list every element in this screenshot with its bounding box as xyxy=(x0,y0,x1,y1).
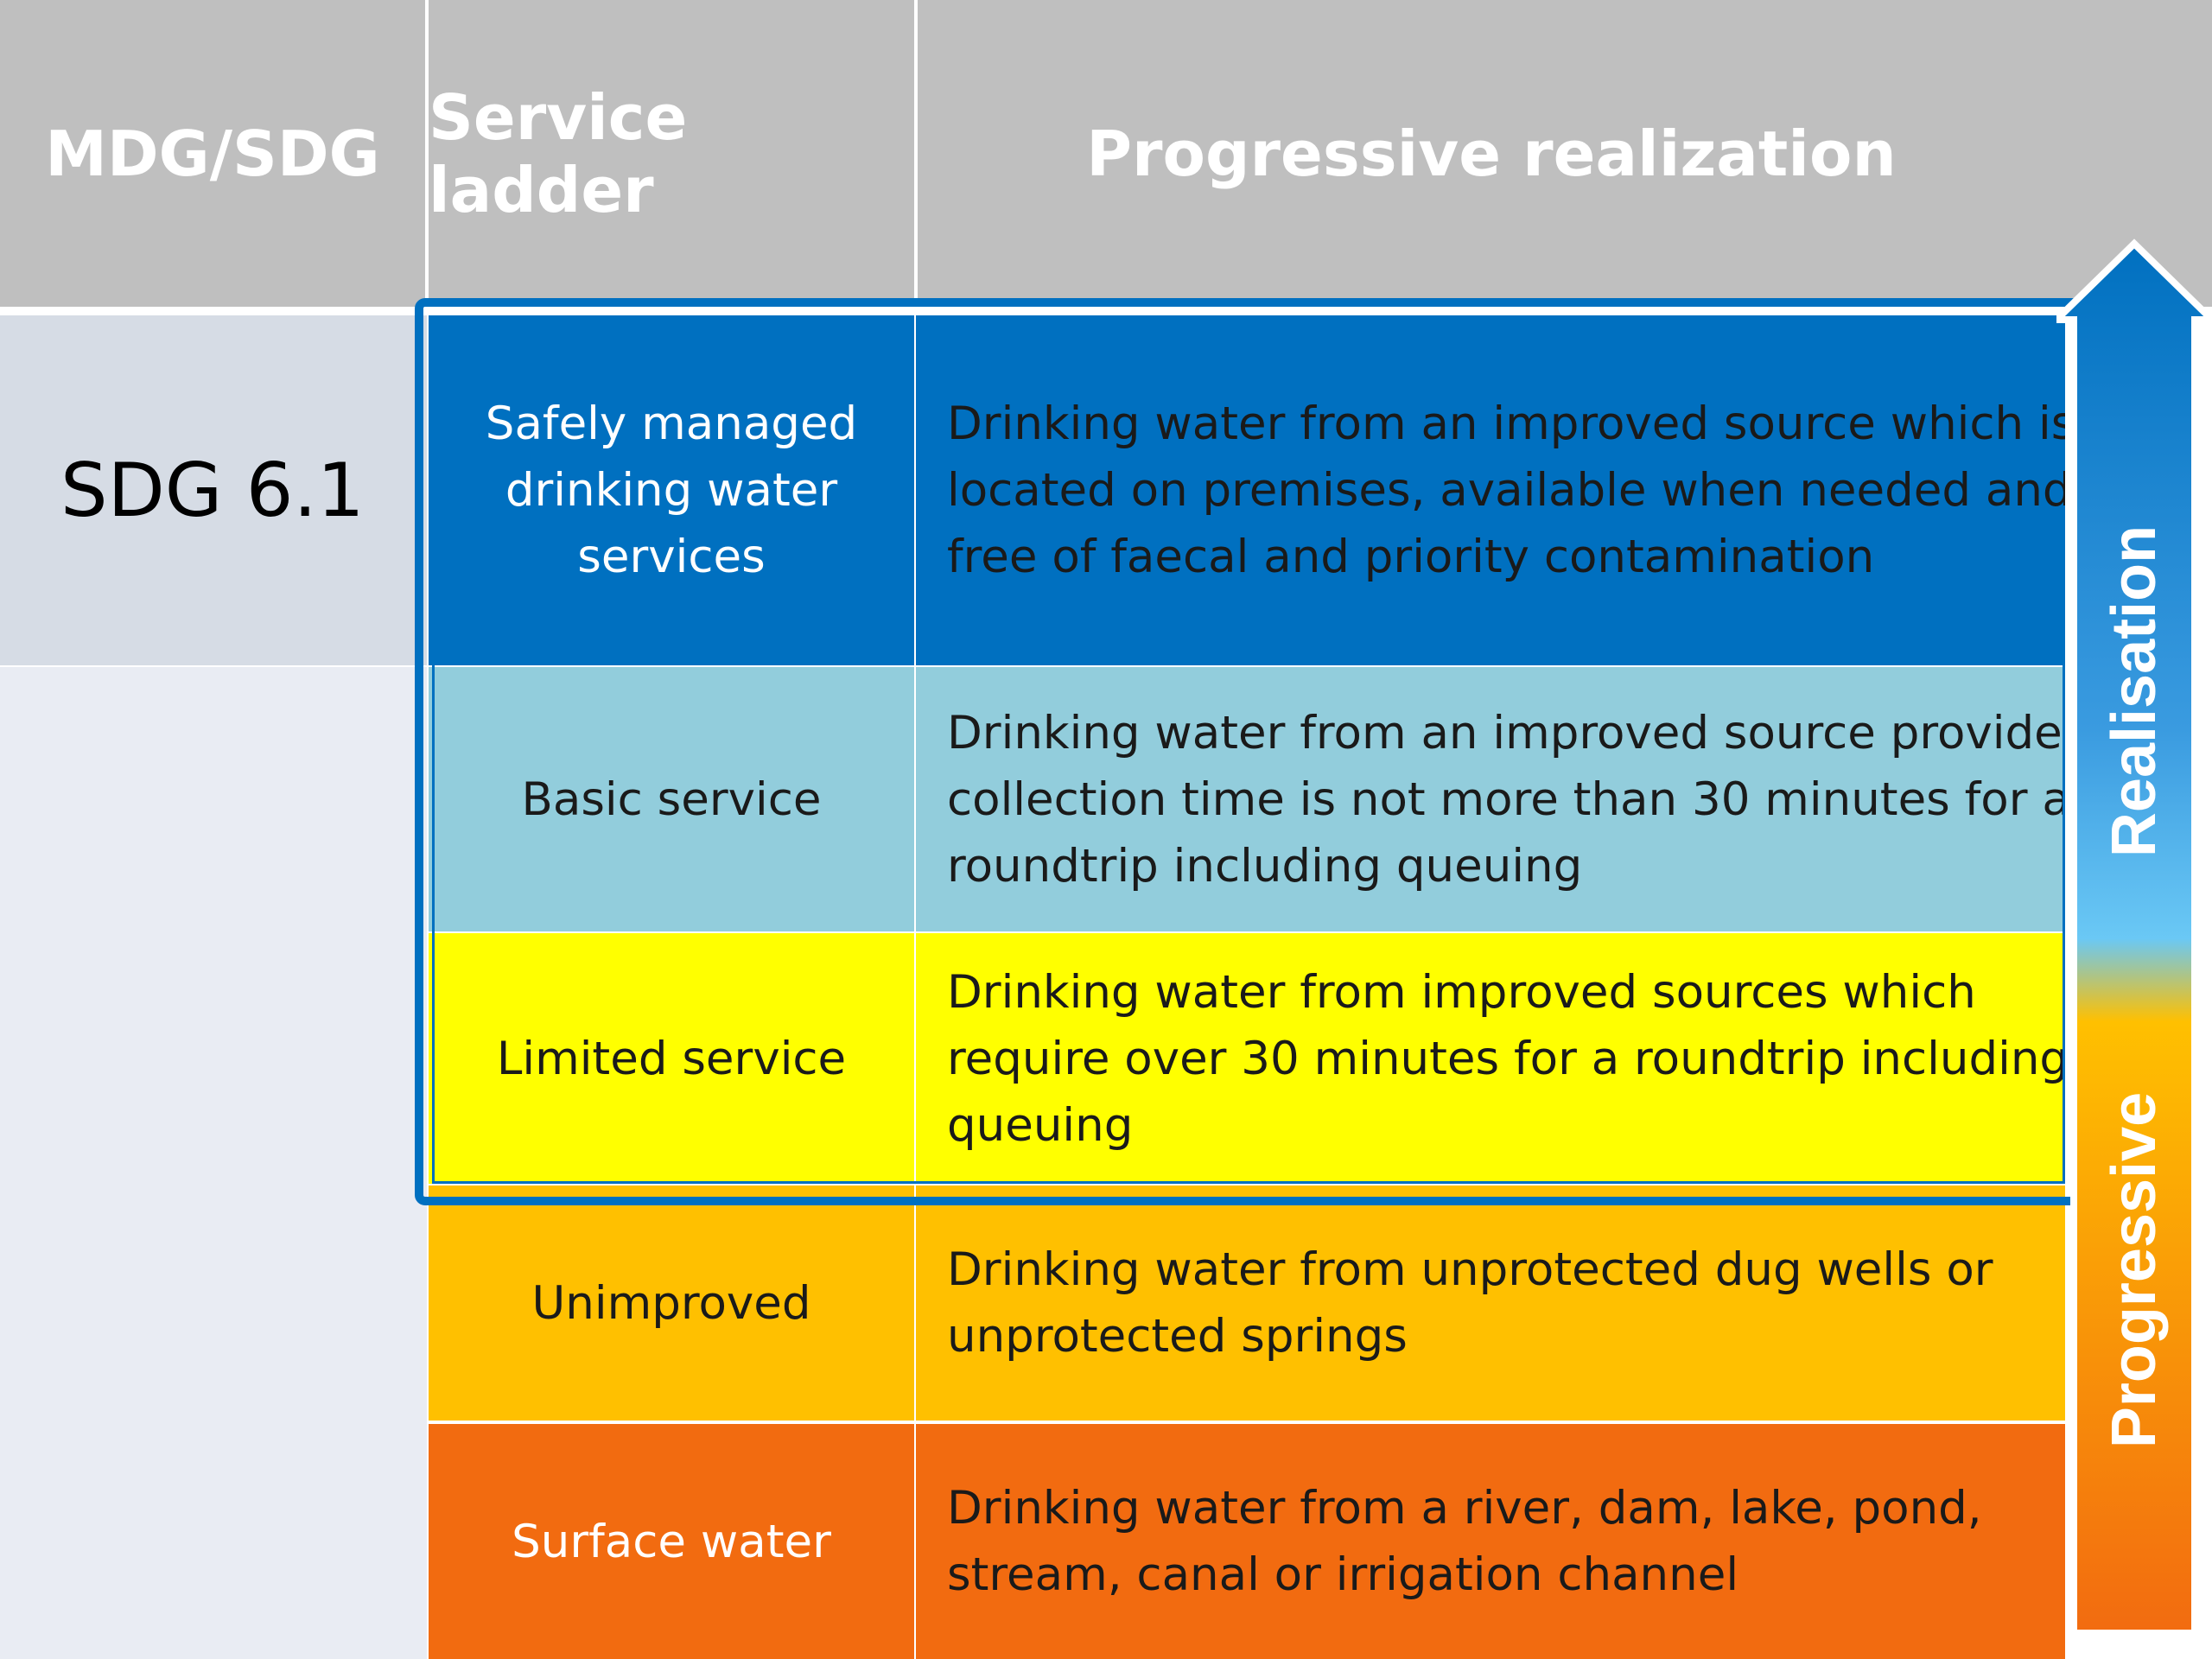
arrow-shape xyxy=(2056,238,2212,1637)
arrow-label-progressive: Progressive xyxy=(2100,1091,2169,1449)
header-mdg-sdg: MDG/SDG xyxy=(0,0,425,307)
level-name-unimproved: Unimproved xyxy=(429,1185,914,1421)
sdg-highlight-inner-line xyxy=(432,665,2065,1184)
header-service-ladder: Service ladder xyxy=(429,0,914,307)
sdg-label: SDG 6.1 xyxy=(60,447,365,534)
level-desc-surface-water: Drinking water from a river, dam, lake, … xyxy=(916,1424,2065,1659)
level-name-limited: Limited service xyxy=(429,933,914,1184)
level-name-basic: Basic service xyxy=(429,667,914,931)
level-name-surface-water: Surface water xyxy=(429,1424,914,1659)
level-desc-basic: Drinking water from an improved source p… xyxy=(916,667,2065,931)
level-name-safely-managed: Safely managed drinking water services xyxy=(429,315,914,665)
level-desc-safely-managed: Drinking water from an improved source w… xyxy=(916,315,2065,665)
arrow-label-realisation: Realisation xyxy=(2100,524,2169,858)
progressive-arrow xyxy=(2056,238,2212,1637)
level-desc-unimproved: Drinking water from unprotected dug well… xyxy=(916,1185,2065,1421)
level-desc-limited: Drinking water from improved sources whi… xyxy=(916,933,2065,1184)
mdg-empty-cell xyxy=(0,667,427,1659)
sdg-cell: SDG 6.1 xyxy=(0,315,427,665)
header-progressive-realization: Progressive realization xyxy=(918,0,2212,307)
